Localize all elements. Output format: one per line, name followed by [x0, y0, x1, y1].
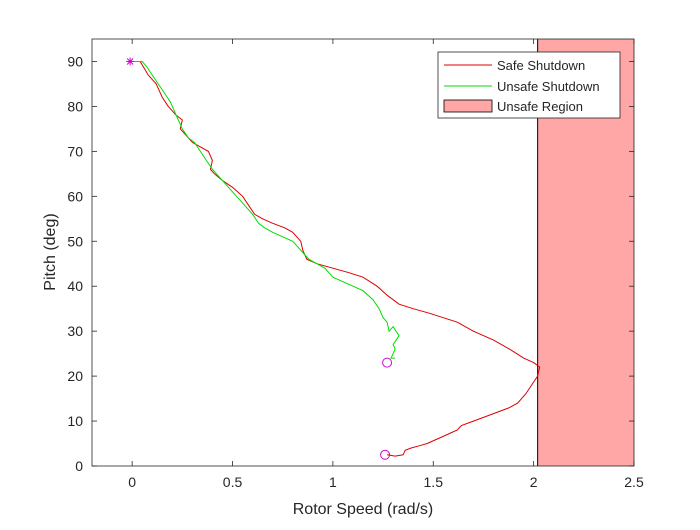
series-layer [130, 61, 541, 457]
x-tick-label: 2 [530, 474, 538, 490]
marker-layer [126, 57, 393, 460]
y-axis-label: Pitch (deg) [42, 213, 59, 290]
y-tick-label: 50 [67, 233, 83, 249]
x-tick-label: 1 [329, 474, 337, 490]
legend-label-unsafe-region: Unsafe Region [497, 99, 583, 114]
star-marker-0 [126, 57, 135, 66]
x-tick-label: 1.5 [424, 474, 444, 490]
x-tick-label: 0 [128, 474, 136, 490]
y-tick-label: 70 [67, 143, 83, 159]
y-tick-label: 40 [67, 278, 83, 294]
x-tick-label: 2.5 [624, 474, 644, 490]
y-tick-label: 60 [67, 188, 83, 204]
series-line-unsafe-shutdown [130, 61, 400, 359]
y-tick-label: 80 [67, 98, 83, 114]
circle-marker-2 [380, 449, 391, 460]
x-tick-label: 0.5 [223, 474, 243, 490]
legend-label-safe-shutdown: Safe Shutdown [497, 58, 585, 73]
y-tick-label: 20 [67, 368, 83, 384]
legend-swatch-unsafe-region [443, 99, 493, 113]
circle-marker-1 [382, 357, 393, 368]
tick-layer: 0 0.5 1 1.5 2 2.5 0 10 20 30 40 50 60 70 80 90 [67, 39, 644, 490]
y-tick-label: 30 [67, 323, 83, 339]
legend: Safe Shutdown Unsafe Shutdown Unsafe Reg… [437, 51, 621, 119]
y-tick-label: 10 [67, 413, 83, 429]
legend-label-unsafe-shutdown: Unsafe Shutdown [497, 79, 600, 94]
plot-frame [91, 38, 635, 467]
y-tick-label: 0 [75, 458, 83, 474]
x-axis-label: Rotor Speed (rad/s) [293, 501, 434, 518]
y-tick-label: 90 [67, 53, 83, 69]
